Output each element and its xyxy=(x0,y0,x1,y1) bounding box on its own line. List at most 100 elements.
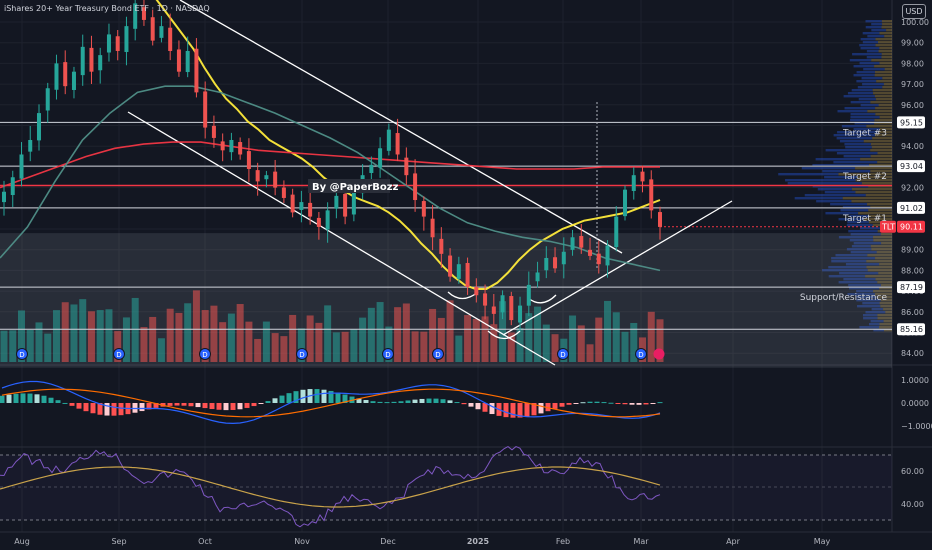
profile-bar xyxy=(870,245,892,248)
macd-histogram-bar xyxy=(202,403,208,409)
time-tick-label: Dec xyxy=(380,537,395,546)
volume-bar xyxy=(411,331,419,362)
macd-histogram-bar xyxy=(111,403,117,416)
price-axis[interactable]: 84.0085.0086.0087.0088.0089.0090.0091.00… xyxy=(880,18,929,358)
volume-bar xyxy=(61,302,69,362)
profile-bar xyxy=(863,317,878,320)
candle-body xyxy=(448,255,453,277)
profile-bar xyxy=(857,176,892,179)
rsi-line xyxy=(0,446,661,528)
candle-body xyxy=(553,257,558,269)
profile-bar xyxy=(862,302,880,305)
macd-histogram-bar xyxy=(552,403,558,409)
volume-bar xyxy=(429,308,437,362)
profile-bar xyxy=(866,125,892,128)
candle-body xyxy=(404,157,409,176)
profile-bar xyxy=(852,53,882,56)
profile-bar xyxy=(855,179,892,182)
profile-bar xyxy=(801,167,856,170)
currency-button[interactable]: USD xyxy=(902,4,926,19)
volume-bar xyxy=(227,313,235,362)
profile-bar xyxy=(859,44,876,47)
volume-bar xyxy=(149,316,157,362)
volume-bar xyxy=(96,310,104,362)
candle-body xyxy=(124,26,129,52)
volume-bar xyxy=(551,334,559,362)
volume-bar xyxy=(481,316,489,362)
time-tick-label: Feb xyxy=(556,537,570,546)
profile-bar xyxy=(883,320,892,323)
macd-histogram-bar xyxy=(608,402,614,404)
profile-bar xyxy=(851,245,871,248)
candle-body xyxy=(491,306,496,314)
profile-bar xyxy=(856,296,877,299)
candle-body xyxy=(623,189,628,217)
volume-bar xyxy=(175,312,183,362)
price-tick-label: 89.00 xyxy=(901,246,924,255)
volume-bar xyxy=(254,338,262,362)
profile-bar xyxy=(875,98,892,101)
profile-bar xyxy=(874,134,892,137)
candle-body xyxy=(474,286,479,296)
volume-bar xyxy=(297,328,305,362)
volume-bar xyxy=(114,331,122,362)
macd-histogram-bar xyxy=(650,403,656,404)
candle-body xyxy=(325,210,330,230)
profile-bar xyxy=(851,89,873,92)
profile-bar xyxy=(879,32,892,35)
macd-histogram-bar xyxy=(384,402,390,404)
macd-histogram-bar xyxy=(153,403,159,408)
macd-histogram-bar xyxy=(216,403,222,410)
profile-bar xyxy=(880,299,892,302)
candle-body xyxy=(63,62,68,87)
candle-body xyxy=(413,173,418,201)
profile-bar xyxy=(787,182,862,185)
profile-bar xyxy=(866,50,879,53)
macd-histogram-bar xyxy=(293,391,299,403)
macd-histogram-bar xyxy=(405,400,411,403)
volume-bar xyxy=(289,314,297,362)
profile-bar xyxy=(858,98,876,101)
profile-bar xyxy=(882,23,892,26)
profile-bar xyxy=(867,35,885,38)
candle-body xyxy=(106,34,111,53)
volume-bar xyxy=(192,290,200,362)
candle-body xyxy=(658,212,662,227)
candle-body xyxy=(395,133,400,155)
profile-bar xyxy=(859,227,882,230)
candle-body xyxy=(80,46,85,76)
dividend-letter: D xyxy=(299,351,304,359)
profile-bar xyxy=(862,41,879,44)
price-candles xyxy=(2,0,662,331)
candle-body xyxy=(176,49,181,72)
candle-body xyxy=(71,71,76,90)
candle-body xyxy=(98,55,103,71)
macd-histogram-bar xyxy=(188,403,194,407)
profile-bar xyxy=(878,272,892,275)
macd-histogram-bar xyxy=(251,403,257,407)
profile-bar xyxy=(849,215,869,218)
profile-bar xyxy=(850,233,881,236)
macd-histogram-bar xyxy=(181,403,187,406)
volume-bar xyxy=(87,311,95,362)
time-axis[interactable]: Aug Sep Oct Nov Dec 2025 Feb Mar Apr May xyxy=(0,531,932,546)
moving-averages xyxy=(0,0,661,290)
last-price-tag xyxy=(897,220,925,233)
volume-bar xyxy=(17,310,25,362)
dividend-icon xyxy=(16,348,28,360)
volume-bar xyxy=(210,305,218,362)
macd-histogram-bar xyxy=(244,403,250,408)
level-annotation: Target #1 xyxy=(842,214,887,224)
macd-histogram-bar xyxy=(167,403,173,406)
profile-bar xyxy=(874,293,892,296)
macd-tick-label: 0.0000 xyxy=(901,399,929,408)
profile-bar xyxy=(856,80,877,83)
rsi-ma-line xyxy=(0,466,661,508)
level-price-tag xyxy=(897,201,925,214)
profile-bar xyxy=(880,305,892,308)
macd-histogram-bar xyxy=(657,402,663,404)
profile-bar xyxy=(856,71,875,74)
volume-bar xyxy=(367,307,375,362)
macd-histogram-bar xyxy=(545,403,551,412)
